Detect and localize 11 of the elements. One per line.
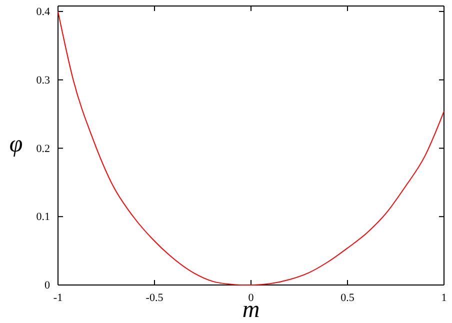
y-axis-title: φ: [9, 132, 23, 158]
y-tick-label: 0: [44, 280, 50, 292]
y-tick-label: 0.2: [36, 142, 50, 155]
x-tick-label: -0.5: [146, 292, 164, 304]
y-tick-label: 0.4: [36, 6, 50, 18]
y-tick-label: 0.3: [36, 74, 50, 86]
x-tick-label: 1: [441, 292, 447, 304]
x-tick-label: -1: [53, 292, 63, 304]
x-tick-label: 0: [248, 292, 254, 304]
y-tick-label: 0.1: [36, 211, 50, 224]
x-tick-label: 0.5: [340, 292, 355, 304]
